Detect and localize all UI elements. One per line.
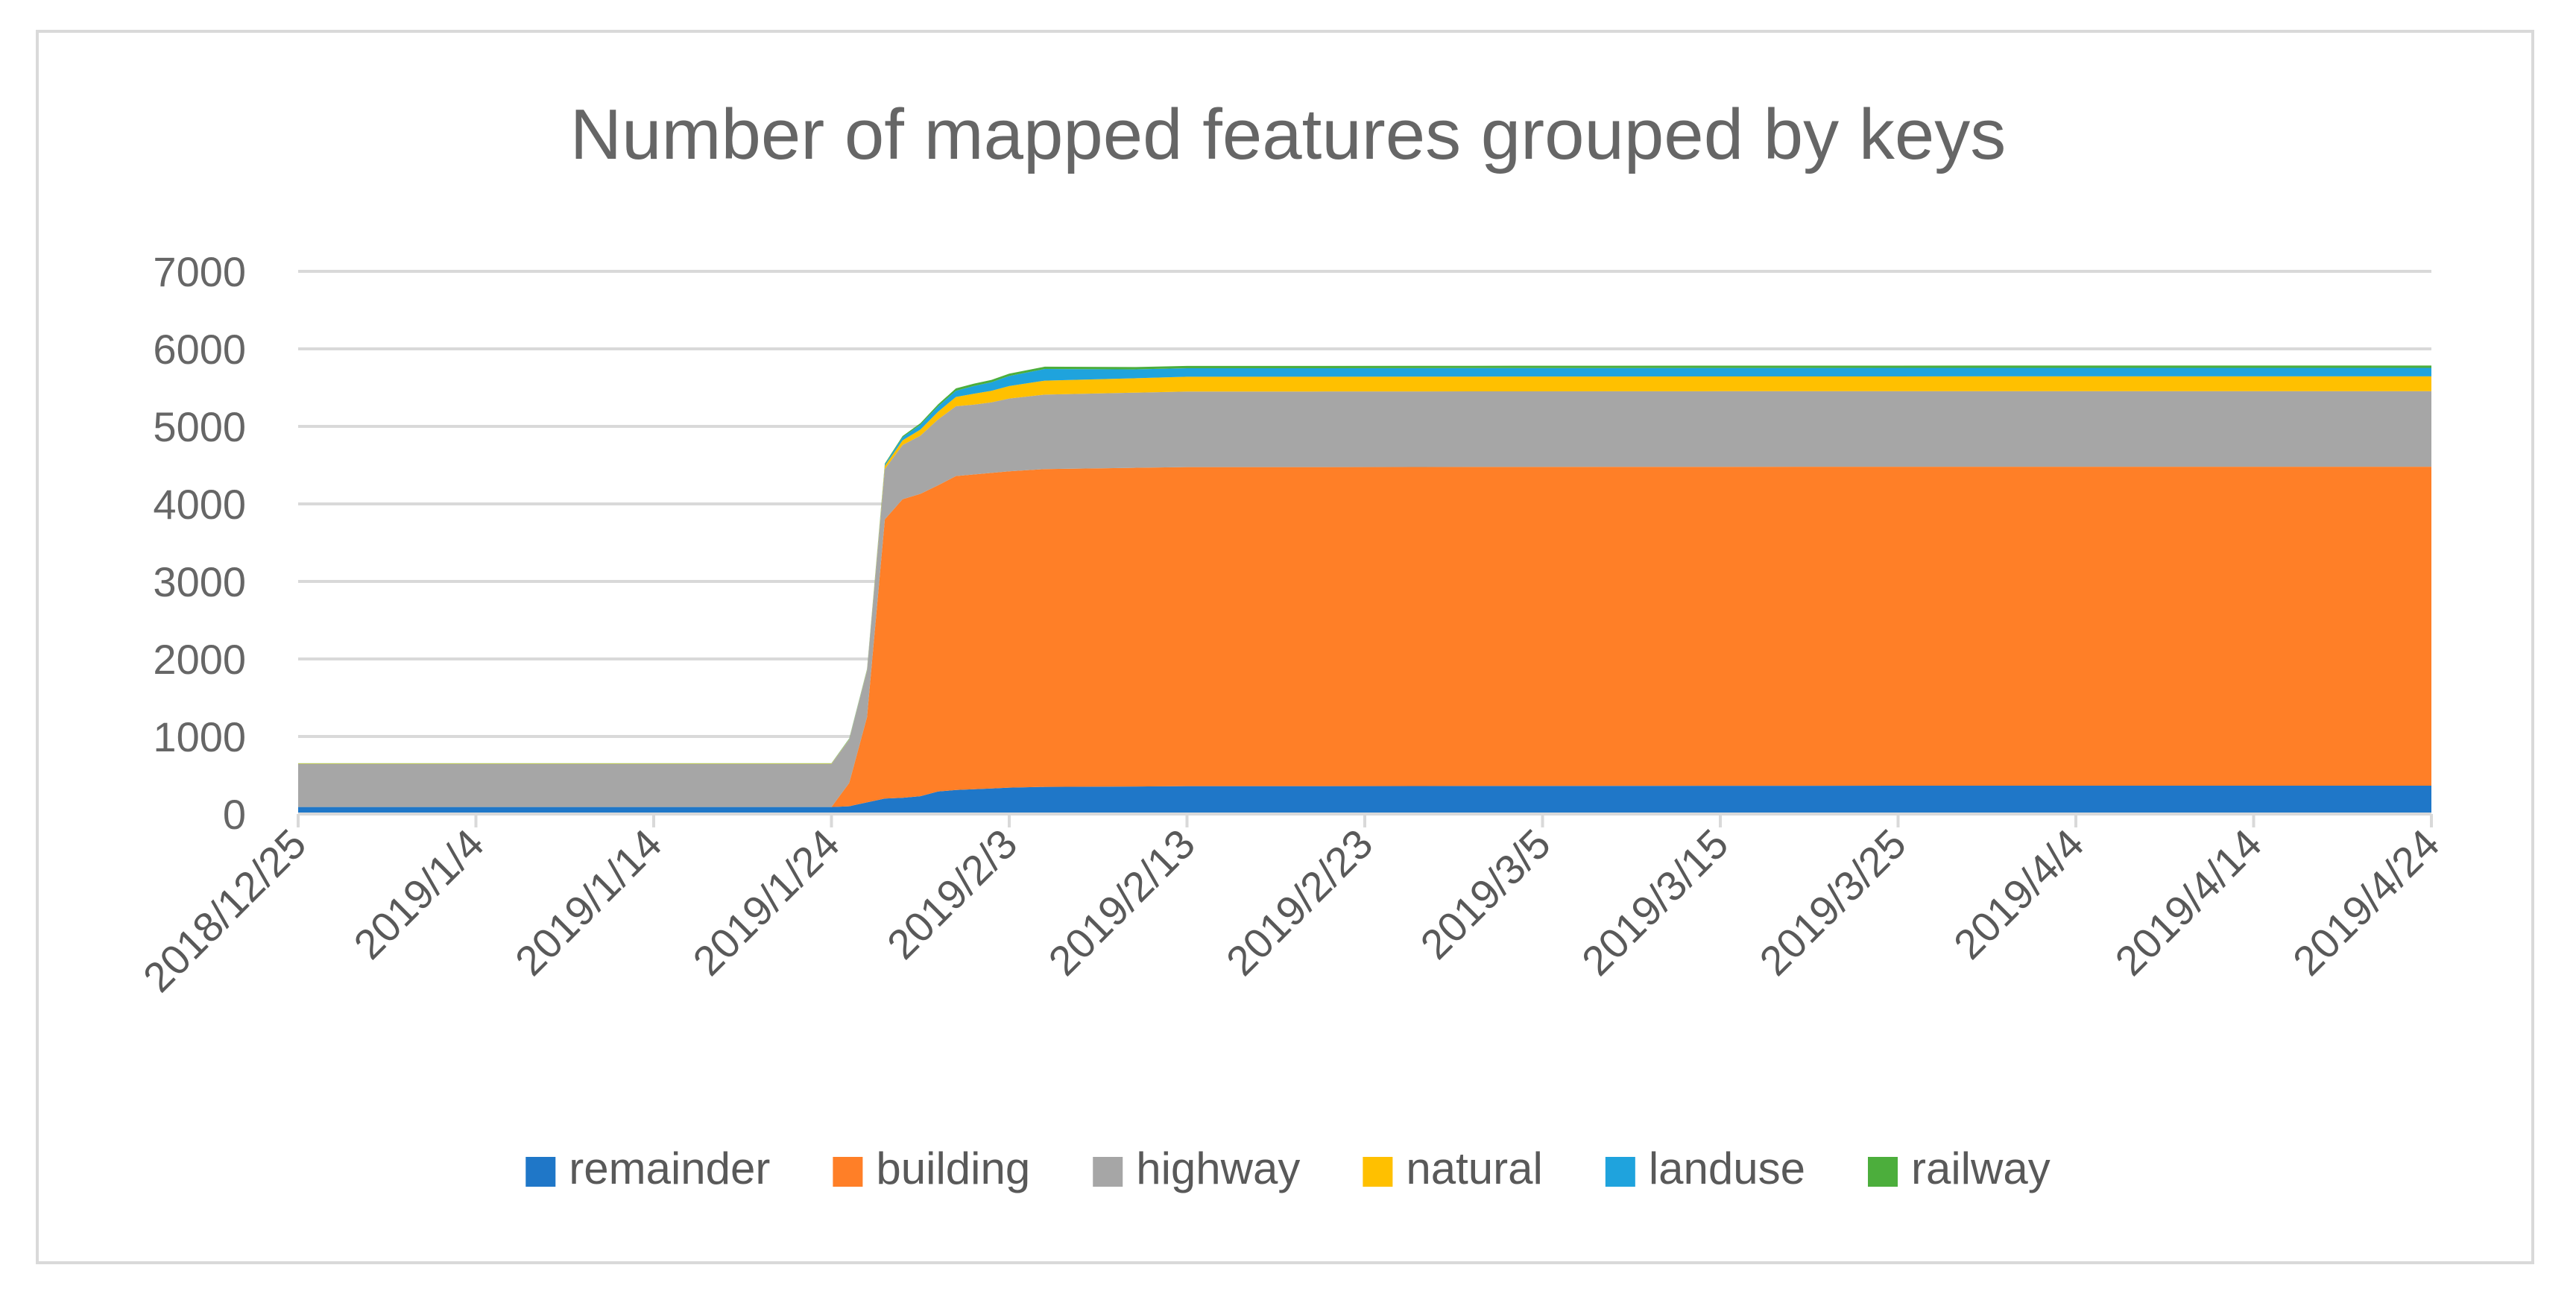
legend-item-natural: natural	[1363, 1143, 1543, 1193]
y-tick-label: 5000	[153, 403, 246, 450]
x-axis: 2018/12/25 2019/1/4 2019/1/14 2019/1/24 2019…	[134, 813, 2449, 1001]
x-tick-label: 2019/3/5	[1411, 820, 1559, 968]
area-series	[298, 365, 2431, 814]
x-tick-label: 2019/3/15	[1573, 820, 1737, 985]
legend-label: remainder	[569, 1143, 770, 1193]
legend: remainder building highway natural landuse ra…	[525, 1143, 2051, 1193]
area-highway	[298, 391, 2431, 807]
y-tick-label: 7000	[153, 248, 246, 295]
legend-swatch-highway	[1093, 1157, 1123, 1187]
x-tick-label: 2019/2/13	[1039, 820, 1204, 985]
legend-swatch-railway	[1868, 1157, 1898, 1187]
legend-label: natural	[1406, 1143, 1542, 1193]
x-tick-label: 2019/1/24	[684, 820, 848, 985]
legend-label: landuse	[1649, 1143, 1805, 1193]
x-tick-label: 2019/3/25	[1750, 820, 1915, 985]
y-tick-label: 4000	[153, 481, 246, 528]
chart-title: Number of mapped features grouped by key…	[569, 95, 2007, 174]
legend-label: railway	[1911, 1143, 2051, 1193]
area-remainder	[298, 786, 2431, 814]
legend-item-landuse: landuse	[1605, 1143, 1805, 1193]
x-tick-label: 2019/2/3	[878, 820, 1026, 968]
x-tick-label: 2019/4/4	[1945, 820, 2093, 968]
x-tick-label: 2019/1/4	[344, 820, 493, 968]
y-tick-label: 2000	[153, 636, 246, 683]
x-tick-label: 2019/2/23	[1217, 820, 1382, 985]
x-tick-label: 2019/4/14	[2106, 820, 2270, 985]
legend-swatch-building	[833, 1157, 863, 1187]
legend-swatch-natural	[1363, 1157, 1393, 1187]
x-tick-label: 2019/1/14	[506, 820, 671, 985]
legend-item-railway: railway	[1868, 1143, 2051, 1193]
legend-item-remainder: remainder	[525, 1143, 770, 1193]
y-tick-label: 0	[223, 791, 246, 838]
area-building	[298, 467, 2431, 807]
y-tick-label: 3000	[153, 558, 246, 605]
legend-swatch-landuse	[1605, 1157, 1635, 1187]
y-tick-label: 1000	[153, 713, 246, 760]
legend-swatch-remainder	[525, 1157, 556, 1187]
legend-item-highway: highway	[1093, 1143, 1300, 1193]
y-axis: 0 1000 2000 3000 4000 5000 6000 7000	[153, 248, 246, 838]
legend-item-building: building	[833, 1143, 1030, 1193]
legend-label: highway	[1136, 1143, 1300, 1193]
x-tick-label: 2018/12/25	[134, 820, 315, 1001]
y-tick-label: 6000	[153, 326, 246, 373]
legend-label: building	[876, 1143, 1030, 1193]
x-tick-label: 2019/4/24	[2284, 820, 2449, 985]
